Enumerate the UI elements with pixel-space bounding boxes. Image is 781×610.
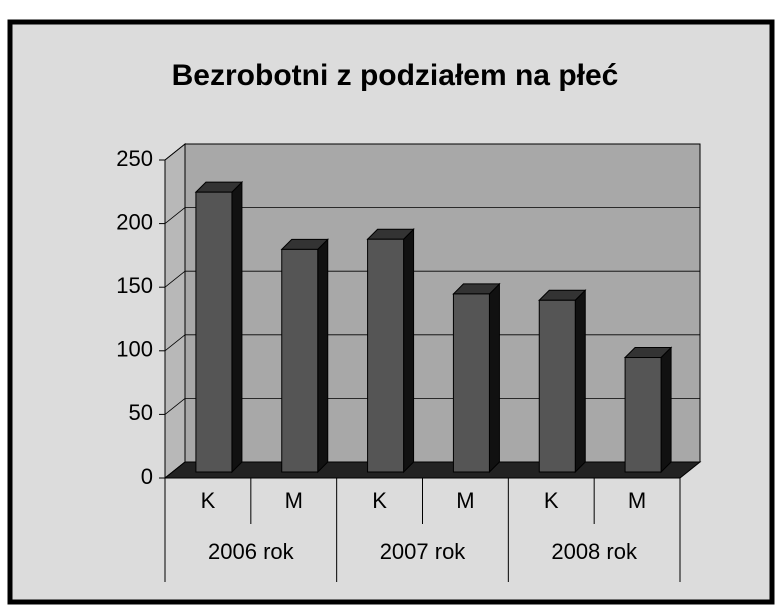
grid-line [164,207,186,224]
y-tick-label: 250 [116,146,153,171]
y-tick-label: 0 [141,464,153,489]
bar-side [488,282,500,474]
x-tick-label: K [201,488,216,513]
back-wall [184,143,701,463]
group-label: 2006 rok [208,539,295,564]
bar-side [403,228,415,474]
bar [538,299,576,473]
chart-title: Bezrobotni z podziałem na płeć [172,59,619,92]
bar [195,191,233,473]
floor [163,461,702,479]
side-wall [164,142,186,480]
grid-line [164,398,186,415]
bar-side [317,238,329,474]
bar-side [660,346,672,474]
y-tick-label: 150 [116,273,153,298]
grid-line [164,143,186,161]
x-tick-label: M [628,488,646,513]
x-tick-label: M [456,488,474,513]
x-tick-label: K [544,488,559,513]
grid-line [164,270,186,288]
bar [624,357,662,473]
bar [367,238,405,473]
bar [452,293,490,473]
x-tick-label: M [285,488,303,513]
x-tick-label: K [372,488,387,513]
y-tick-label: 100 [116,337,153,362]
y-tick-label: 200 [116,209,153,234]
y-tick-label: 50 [129,400,153,425]
grid-line [164,334,186,352]
group-label: 2007 rok [380,539,467,564]
bar-side [574,289,586,474]
group-label: 2008 rok [551,539,638,564]
bar [281,248,319,473]
grid-line [164,461,186,479]
bar-side [231,180,243,474]
